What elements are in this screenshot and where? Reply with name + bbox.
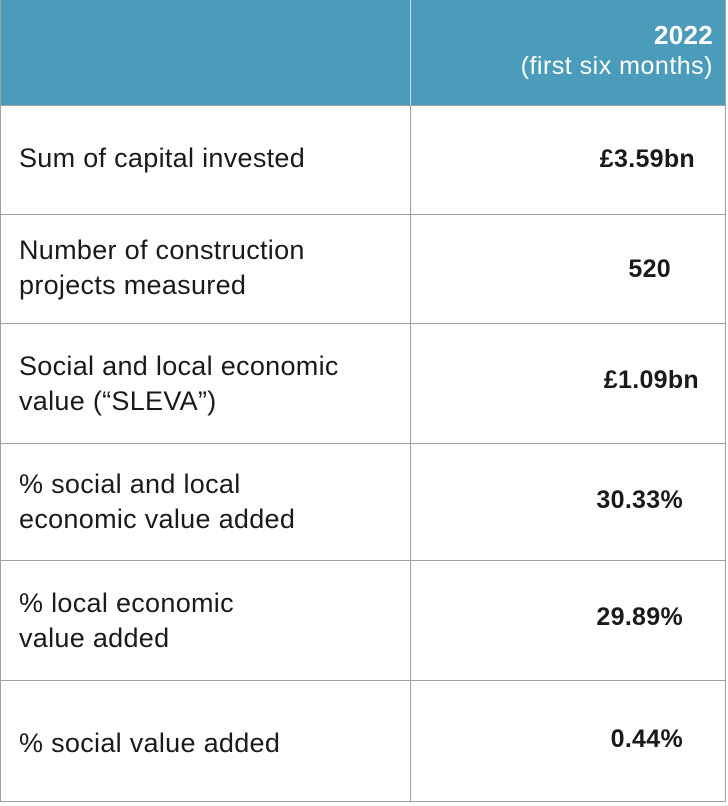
table-row: Sum of capital invested £3.59bn [1, 106, 725, 215]
header-year: 2022 [653, 20, 713, 50]
row-value: £1.09bn [603, 366, 699, 394]
row-value: 30.33% [596, 485, 683, 514]
table-row: Number of construction projects measured… [1, 215, 725, 324]
row-label: % social value added [1, 681, 411, 802]
row-label: % social and local economic value added [1, 444, 411, 560]
table-row: Social and local economic value (“SLEVA”… [1, 324, 725, 444]
row-value: £3.59bn [599, 144, 695, 173]
row-label: Sum of capital invested [1, 106, 411, 214]
table-header: 2022 (first six months) [1, 0, 725, 106]
row-label: Number of construction projects measured [1, 215, 411, 323]
row-value: 0.44% [610, 725, 683, 753]
table-row: % local economic value added 29.89% [1, 561, 725, 681]
table-row: % social value added 0.44% [1, 681, 725, 802]
header-empty-cell [1, 0, 411, 105]
row-label: % local economic value added [1, 561, 411, 680]
row-value: 520 [628, 254, 671, 283]
table-row: % social and local economic value added … [1, 444, 725, 561]
row-label: Social and local economic value (“SLEVA”… [1, 324, 411, 443]
header-year-cell: 2022 (first six months) [411, 0, 725, 105]
row-value: 29.89% [596, 603, 683, 631]
header-period: (first six months) [520, 52, 713, 80]
